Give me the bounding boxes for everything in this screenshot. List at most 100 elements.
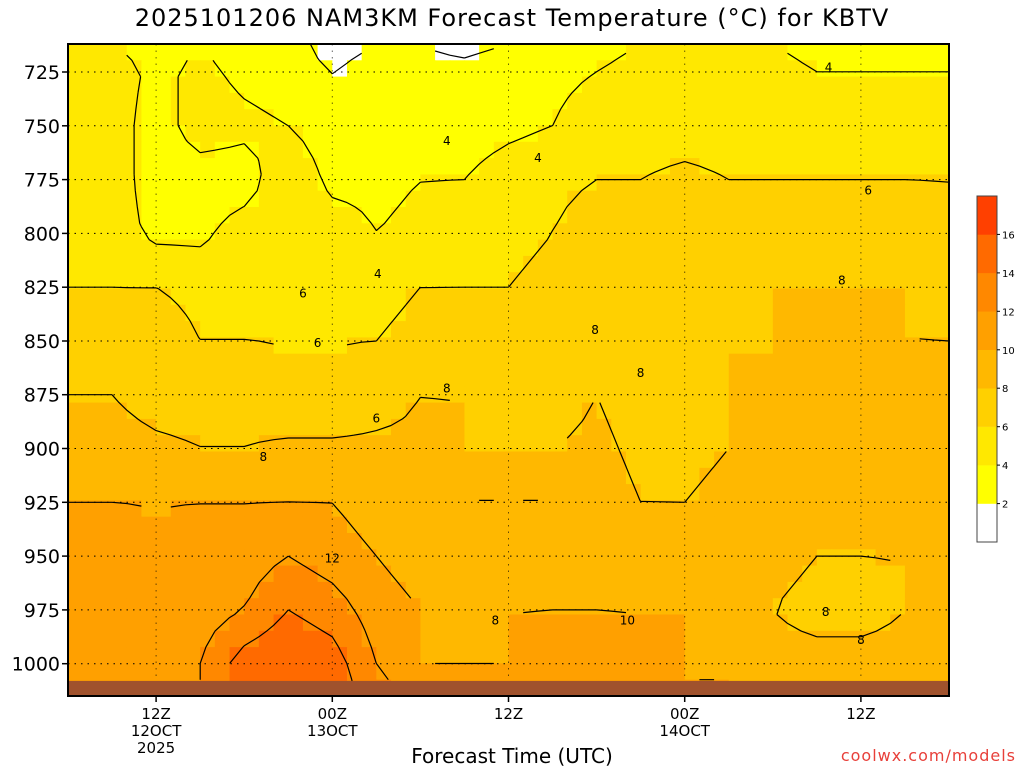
field-cell <box>552 451 568 469</box>
field-cell <box>523 272 539 290</box>
field-cell <box>200 418 216 436</box>
field-cell <box>288 239 304 257</box>
field-cell <box>214 467 231 485</box>
field-cell <box>904 549 921 567</box>
field-cell <box>919 255 935 273</box>
field-cell <box>420 44 436 61</box>
site-credit: coolwx.com/models <box>840 746 1016 765</box>
field-cell <box>420 174 436 192</box>
field-cell <box>449 44 466 61</box>
field-cell <box>758 630 774 648</box>
field-cell <box>97 337 113 355</box>
field-cell <box>919 630 935 648</box>
field-cell <box>625 598 642 616</box>
field-cell <box>523 533 539 550</box>
field-cell <box>391 76 407 94</box>
field-cell <box>714 516 730 534</box>
field-cell <box>831 630 847 648</box>
field-cell <box>508 500 524 518</box>
field-cell <box>728 353 745 371</box>
field-cell <box>640 337 656 355</box>
field-cell <box>611 598 627 616</box>
field-cell <box>831 435 847 453</box>
field-cell <box>405 402 421 420</box>
field-cell <box>68 141 84 159</box>
field-cell <box>567 614 583 632</box>
field-cell <box>302 549 319 567</box>
field-cell <box>156 272 172 290</box>
field-cell <box>508 288 524 306</box>
field-cell <box>787 614 803 632</box>
field-cell <box>156 223 172 241</box>
field-cell <box>934 630 949 648</box>
field-cell <box>185 581 201 599</box>
field-cell <box>420 500 436 518</box>
field-cell <box>214 272 231 290</box>
field-cell <box>625 467 642 485</box>
field-cell <box>670 272 686 290</box>
field-cell <box>567 223 583 241</box>
field-cell <box>552 109 568 127</box>
field-cell <box>890 565 906 583</box>
field-cell <box>214 304 231 322</box>
field-cell <box>435 60 451 78</box>
y-tick-label: 875 <box>24 385 60 407</box>
field-cell <box>581 614 598 632</box>
field-cell <box>405 516 421 534</box>
field-cell <box>258 614 275 632</box>
field-cell <box>479 321 495 338</box>
field-cell <box>126 500 143 518</box>
field-cell <box>185 598 201 616</box>
field-cell <box>126 321 143 338</box>
field-cell <box>787 647 803 664</box>
field-cell <box>860 663 877 681</box>
field-cell <box>258 255 275 273</box>
field-cell <box>391 353 407 371</box>
field-cell <box>82 647 98 664</box>
field-cell <box>449 565 466 583</box>
colorbar-label: 16 <box>1002 230 1015 241</box>
field-cell <box>875 272 891 290</box>
field-cell <box>435 190 451 208</box>
field-cell <box>405 60 421 78</box>
field-cell <box>890 76 906 94</box>
field-cell <box>816 190 833 208</box>
field-cell <box>288 467 304 485</box>
field-cell <box>449 500 466 518</box>
field-cell <box>802 533 818 550</box>
field-cell <box>479 207 495 224</box>
field-cell <box>449 484 466 501</box>
field-cell <box>391 60 407 78</box>
field-cell <box>684 565 700 583</box>
field-cell <box>816 223 833 241</box>
field-cell <box>170 44 187 61</box>
field-cell <box>655 125 671 143</box>
field-cell <box>728 255 745 273</box>
field-cell <box>420 223 436 241</box>
field-cell <box>464 353 480 371</box>
field-cell <box>816 451 833 469</box>
field-cell <box>523 370 539 387</box>
field-cell <box>846 207 862 224</box>
field-cell <box>670 516 686 534</box>
field-cell <box>435 451 451 469</box>
field-cell <box>831 418 847 436</box>
field-cell <box>185 223 201 241</box>
field-cell <box>611 533 627 550</box>
field-cell <box>170 581 187 599</box>
field-cell <box>214 549 231 567</box>
field-cell <box>875 516 891 534</box>
field-cell <box>244 223 260 241</box>
field-cell <box>332 174 348 192</box>
field-cell <box>743 533 759 550</box>
field-cell <box>816 614 833 632</box>
field-cell <box>346 44 363 61</box>
field-cell <box>699 630 715 648</box>
field-cell <box>625 321 642 338</box>
field-cell <box>112 92 128 110</box>
field-cell <box>82 353 98 371</box>
field-cell <box>772 76 789 94</box>
field-cell <box>670 337 686 355</box>
field-cell <box>875 386 891 404</box>
field-cell <box>479 647 495 664</box>
